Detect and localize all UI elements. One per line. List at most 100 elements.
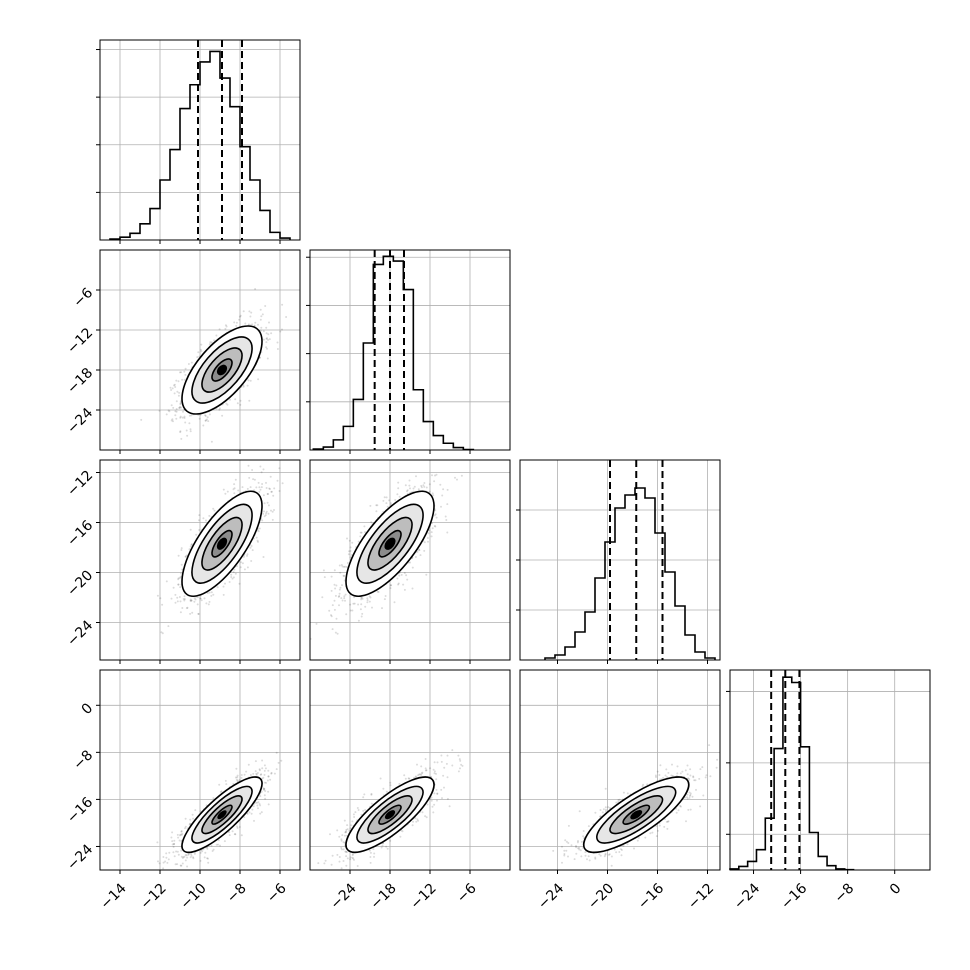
sample-point <box>182 598 185 600</box>
sample-point <box>167 858 170 861</box>
sample-point <box>427 532 430 535</box>
sample-point <box>408 484 411 487</box>
sample-point <box>346 537 348 540</box>
sample-point <box>213 339 216 342</box>
sample-point <box>236 565 238 568</box>
sample-point <box>254 288 257 290</box>
sample-point <box>188 548 191 551</box>
sample-point <box>215 334 218 337</box>
sample-point <box>338 564 341 567</box>
sample-point <box>228 581 231 583</box>
sample-point <box>249 315 252 318</box>
sample-point <box>238 318 241 321</box>
sample-point <box>189 612 192 615</box>
sample-point <box>333 608 336 611</box>
sample-point <box>403 572 406 574</box>
sample-point <box>266 493 269 495</box>
sample-point <box>174 593 177 596</box>
sample-point <box>172 420 174 423</box>
sample-point <box>212 848 215 851</box>
sample-point <box>176 596 179 599</box>
sample-point <box>246 554 248 557</box>
sample-point <box>359 531 362 534</box>
sample-point <box>156 594 159 597</box>
sample-point <box>400 573 403 576</box>
sample-point <box>446 531 449 534</box>
sample-point <box>186 606 189 609</box>
sample-point <box>250 545 253 547</box>
panel-frame <box>519 459 721 661</box>
sample-point <box>431 492 434 495</box>
sample-point <box>281 482 284 485</box>
sample-point <box>189 430 192 433</box>
sample-point <box>334 594 337 597</box>
sample-point <box>181 416 184 419</box>
sample-point <box>240 561 242 564</box>
sample-point <box>204 851 207 854</box>
sample-point <box>183 598 186 601</box>
sample-point <box>357 540 360 543</box>
sample-point <box>262 494 265 497</box>
sample-point <box>177 583 180 586</box>
sample-point <box>366 601 369 604</box>
density-peak <box>384 537 396 550</box>
sample-point <box>173 384 175 387</box>
sample-point <box>212 593 215 596</box>
sample-point <box>170 404 173 407</box>
sample-point <box>330 589 333 592</box>
sample-point <box>224 492 227 495</box>
sample-point <box>170 836 173 839</box>
sample-point <box>232 488 235 491</box>
sample-point <box>170 597 173 600</box>
sample-point <box>253 478 256 481</box>
sample-point <box>269 475 272 478</box>
sample-point <box>259 812 262 815</box>
sample-point <box>444 515 447 518</box>
sample-point <box>212 797 215 800</box>
sample-point <box>185 607 188 610</box>
sample-point <box>268 338 271 341</box>
sample-point <box>415 475 417 478</box>
sample-point <box>199 851 202 854</box>
sample-point <box>422 484 425 487</box>
sample-point <box>196 596 199 599</box>
sample-point <box>338 592 341 595</box>
sample-point <box>205 602 208 605</box>
sample-point <box>199 810 202 813</box>
sample-point <box>183 599 186 602</box>
sample-point <box>183 595 186 598</box>
sample-point <box>236 402 239 405</box>
sample-point <box>176 863 179 866</box>
sample-point <box>183 378 186 381</box>
sample-point <box>322 569 325 572</box>
sample-point <box>174 410 177 413</box>
sample-point <box>343 597 346 600</box>
sample-point <box>265 512 268 515</box>
sample-point <box>369 504 372 507</box>
sample-point <box>263 773 266 776</box>
sample-point <box>178 406 181 409</box>
sample-point <box>360 603 363 606</box>
sample-point <box>257 481 260 484</box>
sample-point <box>361 612 364 615</box>
panel-content <box>100 250 300 450</box>
sample-point <box>232 576 235 579</box>
sample-point <box>278 490 281 492</box>
sample-point <box>434 509 437 512</box>
sample-point <box>396 577 399 580</box>
sample-point <box>266 337 268 340</box>
sample-point <box>406 578 409 581</box>
sample-point <box>376 504 379 507</box>
sample-point <box>434 525 437 528</box>
sample-point <box>389 584 392 587</box>
sample-point <box>205 418 208 421</box>
sample-point <box>192 857 195 860</box>
sample-point <box>259 465 262 468</box>
sample-point <box>341 565 344 568</box>
sample-point <box>262 330 265 333</box>
sample-point <box>384 595 387 597</box>
sample-point <box>382 499 385 502</box>
sample-point <box>196 603 199 606</box>
sample-point <box>179 415 182 418</box>
